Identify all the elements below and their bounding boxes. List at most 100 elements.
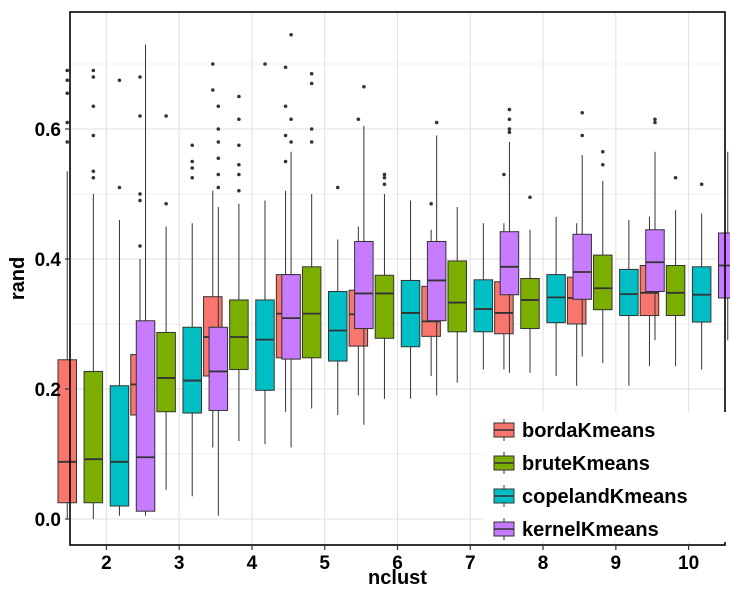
outlier-point [382, 175, 387, 180]
outlier-point [117, 78, 122, 83]
box-copelandKmeans-2 [109, 78, 130, 516]
outlier-point [309, 127, 314, 131]
outlier-point [580, 110, 585, 115]
outlier-point [507, 117, 512, 122]
x-tick-label: 7 [465, 553, 476, 574]
x-tick-label: 6 [392, 553, 403, 574]
box-kernelKmeans-4 [281, 32, 301, 448]
outlier-point [699, 182, 704, 187]
outlier-point [138, 244, 142, 248]
outlier-point [309, 81, 314, 86]
box-iqr [665, 265, 686, 317]
legend-label: copelandKmeans [522, 486, 688, 508]
box-iqr [135, 320, 156, 512]
outlier-point [65, 140, 70, 144]
outlier-point [237, 143, 241, 148]
outlier-point [138, 198, 142, 203]
box-iqr [546, 274, 566, 324]
box-iqr [281, 274, 301, 360]
box-iqr [374, 274, 395, 339]
outlier-point [600, 162, 605, 167]
x-axis-title: nclust [368, 567, 427, 589]
outlier-point [237, 94, 241, 99]
box-bruteKmeans-6 [374, 172, 395, 399]
outlier-point [237, 117, 241, 122]
outlier-point [216, 156, 221, 161]
axes: 0.0 0.2 0.4 0.6 2 3 4 5 6 7 8 9 10 [35, 120, 700, 574]
box-copelandKmeans-9 [619, 220, 639, 386]
outlier-point [216, 185, 221, 190]
outlier-point [164, 201, 168, 206]
outlier-point [138, 192, 142, 196]
box-bordaKmeans-2 [57, 68, 77, 519]
outlier-point [283, 133, 288, 138]
outlier-point [289, 140, 293, 144]
box-iqr [354, 240, 374, 330]
legend-entry-kernelKmeans: kernelKmeans [493, 518, 659, 541]
outlier-point [309, 71, 314, 76]
box-kernelKmeans-2 [135, 44, 156, 516]
legend-entry-bruteKmeans: bruteKmeans [493, 452, 650, 475]
box-kernelKmeans-9 [645, 117, 665, 341]
outlier-point [117, 185, 122, 190]
box-iqr [328, 291, 348, 362]
box-bruteKmeans-3 [156, 114, 176, 490]
box-kernelKmeans-3 [208, 104, 229, 516]
box-copelandKmeans-4 [255, 62, 275, 445]
y-tick-label: 0.4 [35, 250, 62, 271]
outlier-point [65, 68, 70, 73]
x-tick-label: 5 [319, 553, 330, 574]
outlier-point [65, 78, 70, 83]
box-kernelKmeans-7 [499, 107, 520, 373]
box-iqr [301, 266, 322, 359]
outlier-point [237, 162, 241, 167]
outlier-point [289, 117, 293, 122]
box-iqr [255, 299, 275, 391]
box-iqr [572, 233, 592, 300]
outlier-point [91, 133, 96, 138]
box-kernelKmeans-6 [426, 120, 447, 396]
box-copelandKmeans-5 [328, 185, 348, 415]
outlier-point [190, 166, 195, 170]
outlier-point [309, 140, 314, 144]
outlier-point [190, 143, 195, 148]
outlier-point [653, 117, 657, 122]
legend-background [484, 412, 728, 542]
box-iqr [499, 231, 520, 296]
box-iqr [229, 299, 249, 371]
legend: bordaKmeans bruteKmeans copelandKmeans kern… [484, 412, 728, 542]
box-kernelKmeans-5 [354, 84, 374, 425]
box-bruteKmeans-5 [301, 71, 322, 409]
box-iqr [619, 268, 639, 317]
outlier-point [164, 114, 168, 118]
box-bruteKmeans-9 [593, 149, 613, 363]
box-bruteKmeans-10 [665, 175, 686, 367]
outlier-point [91, 169, 96, 174]
boxes [57, 32, 730, 519]
box-iqr [208, 326, 229, 411]
box-iqr [156, 331, 176, 413]
outlier-point [283, 104, 288, 109]
outlier-point [91, 68, 96, 73]
outlier-point [507, 127, 512, 131]
x-tick-label: 9 [611, 553, 622, 574]
box-bruteKmeans-8 [520, 195, 540, 373]
legend-label: bruteKmeans [522, 453, 650, 475]
box-iqr [57, 359, 77, 504]
outlier-point [190, 175, 195, 180]
box-iqr [447, 260, 467, 333]
outlier-point [429, 201, 433, 206]
box-iqr [182, 326, 202, 414]
box-copelandKmeans-3 [182, 143, 202, 497]
outlier-point [216, 104, 221, 109]
x-tick-label: 8 [538, 553, 549, 574]
box-copelandKmeans-8 [546, 216, 566, 376]
outlier-point [673, 175, 678, 180]
outlier-point [65, 120, 70, 125]
outlier-point [91, 75, 96, 79]
outlier-point [237, 188, 241, 193]
box-copelandKmeans-7 [473, 223, 494, 370]
box-iqr [109, 385, 130, 507]
legend-entry-copelandKmeans: copelandKmeans [493, 485, 688, 508]
outlier-point [507, 130, 512, 135]
